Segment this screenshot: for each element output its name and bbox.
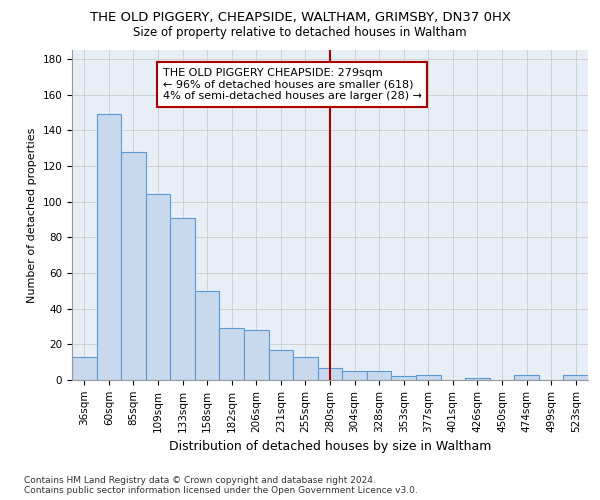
- Y-axis label: Number of detached properties: Number of detached properties: [27, 128, 37, 302]
- Bar: [293, 357, 318, 380]
- Bar: [146, 194, 170, 380]
- Bar: [72, 357, 97, 380]
- Bar: [170, 218, 195, 380]
- Bar: [563, 374, 588, 380]
- Bar: [269, 350, 293, 380]
- Text: THE OLD PIGGERY, CHEAPSIDE, WALTHAM, GRIMSBY, DN37 0HX: THE OLD PIGGERY, CHEAPSIDE, WALTHAM, GRI…: [89, 12, 511, 24]
- Bar: [318, 368, 342, 380]
- X-axis label: Distribution of detached houses by size in Waltham: Distribution of detached houses by size …: [169, 440, 491, 453]
- Bar: [244, 330, 269, 380]
- Bar: [342, 371, 367, 380]
- Bar: [220, 328, 244, 380]
- Bar: [121, 152, 146, 380]
- Text: Size of property relative to detached houses in Waltham: Size of property relative to detached ho…: [133, 26, 467, 39]
- Bar: [391, 376, 416, 380]
- Bar: [416, 374, 440, 380]
- Text: THE OLD PIGGERY CHEAPSIDE: 279sqm
← 96% of detached houses are smaller (618)
4% : THE OLD PIGGERY CHEAPSIDE: 279sqm ← 96% …: [163, 68, 422, 101]
- Bar: [97, 114, 121, 380]
- Bar: [514, 374, 539, 380]
- Text: Contains HM Land Registry data © Crown copyright and database right 2024.
Contai: Contains HM Land Registry data © Crown c…: [24, 476, 418, 495]
- Bar: [195, 291, 220, 380]
- Bar: [367, 371, 391, 380]
- Bar: [465, 378, 490, 380]
